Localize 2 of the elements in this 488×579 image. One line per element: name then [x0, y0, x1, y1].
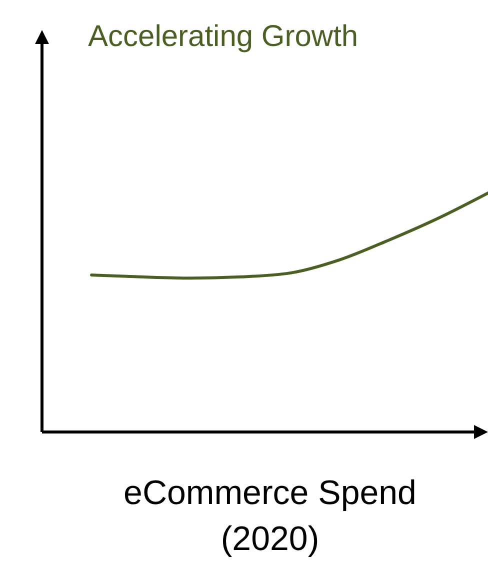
x-axis-title: eCommerce Spend (2020) — [124, 474, 416, 558]
chart-title: Accelerating Growth — [88, 20, 358, 53]
